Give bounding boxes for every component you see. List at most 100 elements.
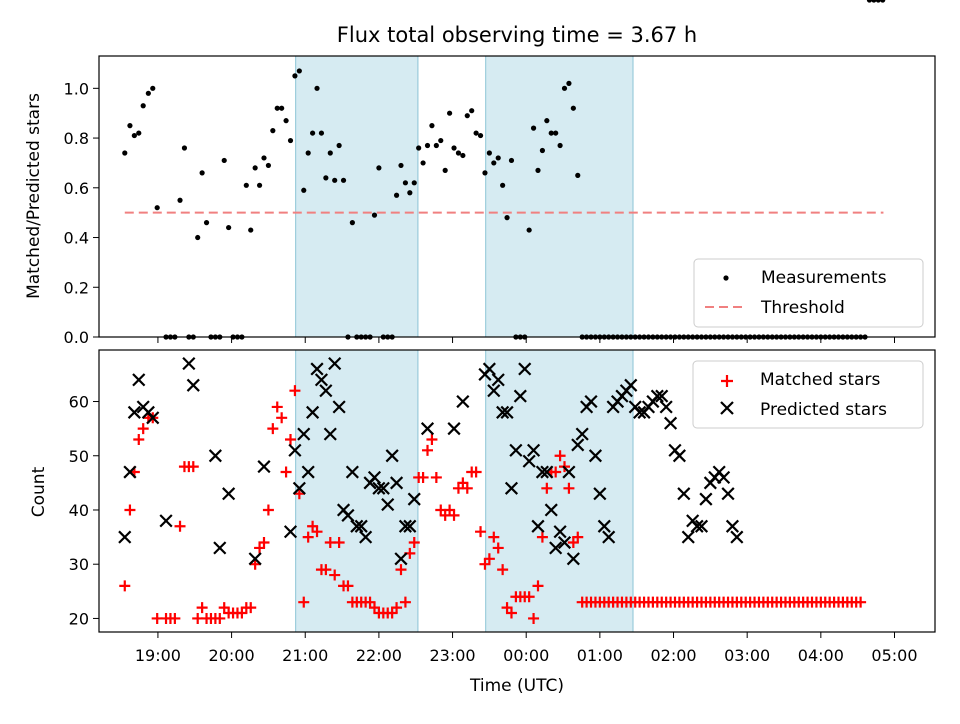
predicted-star-marker xyxy=(509,443,523,457)
predicted-star-marker xyxy=(699,492,713,506)
measurement-point xyxy=(122,150,128,156)
matched-star-marker xyxy=(536,531,548,543)
predicted-star-marker xyxy=(672,449,686,463)
bottom-axes-frame xyxy=(98,349,936,633)
predicted-star-marker xyxy=(518,362,532,376)
measurement-point xyxy=(880,0,886,3)
y-tick-label: 20 xyxy=(69,609,89,628)
observing-interval-shade xyxy=(295,55,419,338)
measurement-point xyxy=(310,130,316,136)
measurement-point xyxy=(301,187,307,193)
y-tick-label: 50 xyxy=(69,447,89,466)
predicted-star-marker xyxy=(381,497,395,512)
measurement-point xyxy=(482,170,488,176)
predicted-star-marker xyxy=(332,400,346,414)
y-tick-label: 30 xyxy=(69,555,89,574)
measurement-point xyxy=(332,177,338,183)
measurement-point xyxy=(265,162,272,169)
measurement-point xyxy=(327,150,333,156)
matched-star-marker xyxy=(329,569,341,581)
predicted-star-marker xyxy=(208,449,222,463)
matched-star-marker xyxy=(554,450,566,462)
predicted-star-marker xyxy=(531,519,545,533)
measurement-point xyxy=(429,123,435,129)
measurement-point xyxy=(504,215,510,221)
legend-threshold-label: Threshold xyxy=(760,298,845,318)
matched-star-marker xyxy=(505,607,517,619)
observing-interval-shade xyxy=(485,349,634,633)
measurement-point xyxy=(424,142,431,149)
predicted-star-marker xyxy=(186,378,200,392)
matched-star-marker xyxy=(492,542,504,554)
matched-star-marker xyxy=(572,531,584,543)
measurement-point xyxy=(411,180,417,186)
matched-star-marker xyxy=(395,564,407,576)
predicted-star-marker xyxy=(725,519,740,533)
measurement-point xyxy=(127,123,133,129)
predicted-star-marker xyxy=(350,519,364,533)
measurement-point xyxy=(154,205,160,211)
matched-star-marker xyxy=(422,444,434,456)
legend-predicted-marker xyxy=(720,401,734,415)
matched-star-marker xyxy=(174,520,186,532)
matched-star-marker xyxy=(267,423,279,435)
measurement-point xyxy=(243,182,249,188)
matched-star-marker xyxy=(311,526,323,538)
predicted-star-marker xyxy=(553,525,567,539)
predicted-star-marker xyxy=(159,514,173,528)
measurement-point xyxy=(561,85,568,91)
predicted-star-marker xyxy=(562,465,576,479)
measurement-point xyxy=(371,212,378,218)
predicted-star-marker xyxy=(694,519,709,533)
bottom-legend: Matched stars Predicted stars xyxy=(692,360,924,429)
measurement-point xyxy=(199,170,205,176)
matched-star-marker xyxy=(470,466,482,478)
predicted-star-marker xyxy=(213,541,227,555)
predicted-star-marker xyxy=(540,465,554,479)
predicted-star-marker xyxy=(535,465,549,479)
matched-star-marker xyxy=(550,466,562,478)
legend-predicted-label: Predicted stars xyxy=(760,400,887,420)
predicted-star-marker xyxy=(385,449,399,463)
measurement-point xyxy=(136,130,142,136)
x-tick-label: 22:00 xyxy=(356,646,402,665)
predicted-star-marker xyxy=(526,443,541,457)
predicted-star-marker xyxy=(118,530,132,544)
top-legend: Measurements Threshold xyxy=(693,258,924,328)
measurement-point xyxy=(336,142,342,149)
x-tick-label: 20:00 xyxy=(209,646,255,665)
predicted-star-marker xyxy=(566,552,580,566)
predicted-star-marker xyxy=(487,384,501,398)
predicted-star-marker xyxy=(146,411,160,425)
predicted-star-marker xyxy=(571,438,585,452)
predicted-star-marker xyxy=(257,460,271,474)
measurement-point xyxy=(376,165,382,171)
y-tick-label: 40 xyxy=(69,501,89,520)
bottom-x-ticks: 19:00 20:00 21:00 22:00 23:00 00:00 01:00 02:00… xyxy=(135,632,918,665)
measurement-point xyxy=(866,0,873,3)
predicted-star-marker xyxy=(624,378,638,392)
x-tick-label: 02:00 xyxy=(650,646,696,665)
measurement-point xyxy=(279,105,285,111)
matched-star-marker xyxy=(196,602,208,614)
measurement-point xyxy=(464,113,470,119)
matched-star-marker xyxy=(258,537,270,549)
measurement-point xyxy=(393,192,400,198)
predicted-star-marker xyxy=(557,535,572,550)
predicted-star-marker xyxy=(328,356,342,371)
matched-star-marker xyxy=(430,471,442,483)
x-tick-label: 23:00 xyxy=(429,646,475,665)
x-axis-label: Time (UTC) xyxy=(469,676,564,696)
predicted-star-marker xyxy=(407,492,421,506)
bottom-y-axis-label: Count xyxy=(29,466,49,517)
matched-star-marker xyxy=(475,526,487,538)
predicted-star-marker xyxy=(690,519,704,533)
measurement-point xyxy=(221,157,227,164)
predicted-star-marker xyxy=(222,487,236,501)
y-tick-label: 0.6 xyxy=(64,179,89,198)
measurement-point xyxy=(500,182,506,188)
measurement-point xyxy=(508,157,515,164)
measurement-point xyxy=(283,118,289,124)
matched-star-marker xyxy=(497,564,509,576)
